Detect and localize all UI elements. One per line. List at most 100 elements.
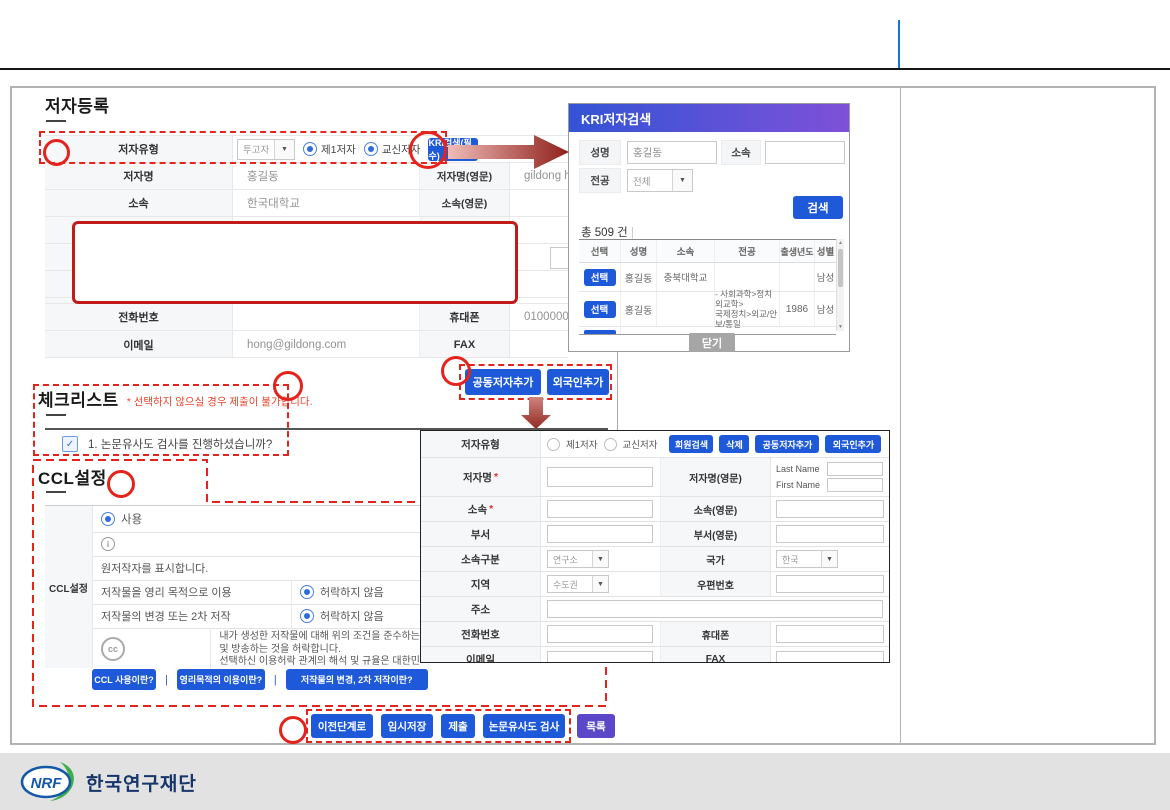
ccl-derivative-radio[interactable] [300, 609, 314, 623]
popup-department-en-input[interactable] [776, 525, 884, 543]
phone-value[interactable] [233, 304, 420, 330]
scroll-thumb[interactable] [838, 249, 843, 287]
popup-row-address: 주소 [421, 597, 889, 622]
ccl-attribution-label: 원저작자를 표시합니다. [101, 563, 209, 575]
kri-affiliation-label: 소속 [721, 140, 761, 165]
kri-results-scrollbar[interactable]: ▲ ▼ [836, 239, 844, 331]
author-type-select-value: 투고자 [243, 145, 270, 156]
popup-zipcode-label: 우편번호 [661, 572, 771, 596]
page-title-underline [46, 120, 66, 122]
ccl-help-button-1[interactable]: CCL 사용이란? [92, 669, 156, 690]
ccl-cc-text-line3: 선택하신 이용허락 관계의 해석 및 규율은 대한민 [219, 656, 420, 667]
popup-department-label: 부서 [421, 522, 541, 546]
popup-zipcode-input[interactable] [776, 575, 884, 593]
popup-row-department: 부서 부서(영문) [421, 522, 889, 547]
popup-affiliation-label: 소속 [467, 503, 488, 516]
ccl-help-button-3[interactable]: 저작물의 변경, 2차 저작이란? [285, 669, 428, 690]
kri-result-row[interactable]: 선택 홍길동 - 사회과학>정치외교학> 국제정치>외교/안보/통일 1986 … [579, 289, 836, 329]
popup-member-search-button[interactable]: 회원검색 [669, 435, 714, 453]
affiliation-value[interactable]: 한국대학교 [233, 190, 420, 216]
popup-email-input[interactable] [547, 650, 653, 662]
popup-country-label: 국가 [661, 547, 771, 571]
kri-close-button[interactable]: 닫기 [689, 333, 735, 352]
first-author-radio[interactable] [303, 142, 317, 156]
popup-add-coauthor-button[interactable]: 공동저자추가 [755, 435, 820, 453]
author-type-label: 저자유형 [45, 136, 233, 162]
checklist-title: 체크리스트 [38, 391, 119, 410]
kri-major-select[interactable]: 전체 ▼ [627, 169, 693, 192]
popup-corresponding-author-radio[interactable] [603, 437, 617, 451]
author-name-value[interactable]: 홍길동 [233, 163, 420, 189]
temp-save-button[interactable]: 임시저장 [381, 714, 433, 738]
popup-first-name-input[interactable] [827, 478, 883, 492]
add-coauthor-button[interactable]: 공동저자추가 [465, 369, 541, 395]
popup-last-name-input[interactable] [827, 462, 883, 476]
ccl-attribution-row: 원저작자를 표시합니다. [93, 556, 420, 581]
popup-row-region: 지역 수도권 ▼ 우편번호 [421, 572, 889, 597]
popup-affiliation-en-input[interactable] [776, 500, 884, 518]
add-foreigner-button[interactable]: 외국인추가 [547, 369, 609, 395]
popup-address-input[interactable] [547, 600, 883, 618]
red-arrow-right [448, 135, 569, 169]
corresponding-author-radio[interactable] [363, 142, 378, 156]
popup-row-phone: 전화번호 휴대폰 [421, 622, 889, 647]
popup-first-author-radio[interactable] [547, 437, 560, 451]
popup-region-value: 수도권 [553, 579, 578, 590]
kri-result-row[interactable]: 선택 홍길동 충북대학교 남성 [579, 263, 836, 292]
kri-search-submit-button[interactable]: 검색 [793, 196, 843, 219]
kri-name-label: 성명 [579, 140, 621, 165]
ccl-derivative-row: 저작물의 변경 또는 2차 저작 허락하지 않음 [93, 604, 420, 629]
ccl-title: CCL설정 [38, 469, 107, 488]
chevron-down-icon[interactable]: ▼ [592, 576, 608, 592]
prev-step-button[interactable]: 이전단계로 [311, 714, 373, 738]
chevron-down-icon[interactable]: ▼ [274, 139, 294, 159]
similarity-checkbox[interactable]: ✓ [62, 436, 78, 452]
kri-name-input[interactable]: 홍길동 [627, 141, 717, 164]
popup-affiliation-en-label: 소속(영문) [661, 497, 771, 521]
ccl-help-buttons: CCL 사용이란? | 영리목적의 이용이란? | 저작물의 변경, 2차 저작… [92, 669, 428, 690]
ccl-derivative-label: 저작물의 변경 또는 2차 저작 [93, 604, 292, 628]
select-row-button[interactable]: 선택 [583, 268, 616, 286]
popup-mobile-input[interactable] [776, 625, 884, 643]
check-icon: ✓ [65, 438, 75, 450]
phone-label: 전화번호 [45, 304, 233, 330]
popup-row-author-name: 저자명 * 저자명(영문) Last Name First Name [421, 458, 889, 497]
kri-affiliation-input[interactable] [765, 141, 845, 164]
chevron-down-icon[interactable]: ▼ [672, 170, 692, 191]
popup-phone-input[interactable] [547, 625, 653, 643]
popup-fax-input[interactable] [776, 650, 884, 662]
select-row-button[interactable]: 선택 [583, 300, 616, 318]
corresponding-author-radio-label: 교신저자 [381, 143, 421, 156]
submit-button[interactable]: 제출 [441, 714, 475, 738]
popup-country-value: 한국 [782, 554, 799, 565]
cc-icon: cc [101, 636, 125, 661]
popup-first-name-label: First Name [776, 480, 821, 490]
popup-region-select[interactable]: 수도권 ▼ [547, 575, 609, 593]
popup-affiliation-input[interactable] [547, 500, 653, 518]
popup-affiliation-type-select[interactable]: 연구소 ▼ [547, 550, 609, 568]
popup-delete-button[interactable]: 삭제 [719, 435, 750, 453]
popup-row-affiliation: 소속 * 소속(영문) [421, 497, 889, 522]
author-type-select[interactable]: 투고자 ▼ [237, 138, 295, 160]
popup-author-name-input[interactable] [547, 467, 653, 487]
kri-total-count: 총 509 건 | [581, 227, 634, 239]
chevron-down-icon[interactable]: ▼ [821, 551, 837, 567]
kri-popup-titlebar: KRI저자검색 [569, 104, 849, 132]
ccl-commercial-radio[interactable] [300, 585, 314, 599]
similarity-check-button[interactable]: 논문유사도 검사 [483, 714, 565, 738]
divider: | [273, 673, 277, 686]
ccl-help-button-2[interactable]: 영리목적의 이용이란? [176, 669, 265, 690]
scroll-up-icon[interactable]: ▲ [838, 240, 843, 246]
ccl-use-radio[interactable] [101, 512, 115, 526]
list-button[interactable]: 목록 [577, 714, 615, 738]
nrf-logo-icon: NRF [20, 762, 74, 801]
chevron-down-icon[interactable]: ▼ [592, 551, 608, 567]
scroll-down-icon[interactable]: ▼ [838, 324, 843, 330]
ccl-cc-text-line1: 내가 생성한 저작물에 대해 위의 조건을 준수하는 [219, 631, 420, 642]
popup-department-input[interactable] [547, 525, 653, 543]
footer-logo: NRF 한국연구재단 [20, 760, 197, 804]
popup-add-foreigner-button[interactable]: 외국인추가 [825, 435, 882, 453]
email-value[interactable]: hong@gildong.com [233, 331, 420, 358]
popup-country-select[interactable]: 한국 ▼ [776, 550, 838, 568]
